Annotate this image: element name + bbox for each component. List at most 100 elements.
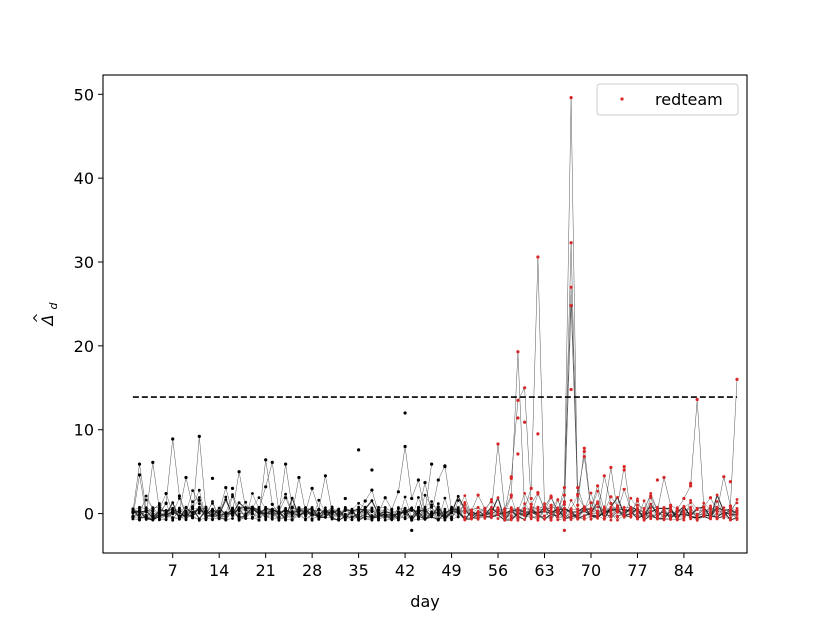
baseline-point (649, 515, 653, 519)
baseline-point (549, 512, 553, 516)
spike-point (576, 492, 580, 496)
outlier-point (403, 411, 407, 415)
baseline-point (509, 518, 513, 521)
baseline-point (363, 511, 367, 515)
baseline-point (377, 505, 380, 509)
baseline-point (264, 515, 268, 519)
baseline-point (702, 501, 706, 505)
y-tick-label: 50 (74, 85, 94, 104)
baseline-point (324, 512, 327, 516)
baseline-point (589, 515, 593, 518)
baseline-point (689, 512, 692, 516)
baseline-point (470, 515, 473, 519)
baseline-point (609, 508, 613, 511)
baseline-point (277, 505, 281, 509)
baseline-point (636, 509, 639, 513)
baseline-point (456, 506, 460, 509)
baseline-point (549, 517, 553, 521)
x-tick-label: 70 (581, 561, 601, 580)
spike-points (131, 96, 739, 533)
spike-point (376, 511, 381, 515)
spike-point (264, 485, 268, 489)
baseline-point (197, 496, 201, 499)
baseline-point (410, 506, 414, 510)
baseline-point (350, 515, 354, 519)
baseline-point (695, 506, 699, 510)
spike-point (516, 398, 520, 402)
outlier-point (728, 480, 733, 484)
outlier-point (343, 496, 347, 501)
spike-point (151, 460, 155, 464)
baseline-point (490, 505, 493, 509)
baseline-point (310, 513, 314, 517)
baseline-point (277, 518, 281, 522)
spike-point (396, 490, 400, 494)
spike-point (635, 499, 640, 503)
x-tick-label: 14 (209, 561, 229, 580)
baseline-point (682, 506, 686, 510)
baseline-point (197, 517, 201, 521)
spike-point (695, 397, 699, 402)
baseline-point (483, 515, 487, 519)
spike-point (250, 511, 254, 516)
baseline-point (337, 507, 341, 511)
spike-point (303, 510, 308, 514)
baseline-point (184, 518, 188, 522)
baseline-point (197, 507, 201, 511)
spike-point (257, 515, 261, 519)
baseline-point (735, 516, 739, 520)
baseline-point (270, 513, 274, 516)
baseline-point (138, 517, 141, 521)
spike-point (410, 496, 414, 501)
baseline-point (689, 505, 692, 509)
legend: redteam (596, 83, 739, 116)
spike-point (230, 511, 235, 515)
baseline-point (509, 515, 513, 518)
baseline-point (297, 511, 301, 514)
baseline-point (151, 512, 155, 515)
x-tick-label: 56 (488, 561, 508, 580)
baseline-point (224, 516, 228, 520)
spike-point (330, 510, 334, 514)
spike-trace-11 (564, 305, 638, 514)
spike-point (582, 455, 586, 459)
spike-point (323, 474, 327, 478)
y-tick-label: 0 (84, 505, 94, 524)
spike-trace-7 (491, 256, 565, 512)
baseline-point (496, 496, 500, 499)
baseline-point (144, 498, 148, 502)
y-axis-label-base: Δ (38, 315, 57, 328)
baseline-point (735, 501, 739, 505)
baseline-point (383, 508, 387, 512)
spike-point (689, 484, 693, 488)
baseline-point (549, 510, 553, 513)
spike-point (191, 505, 195, 509)
baseline-point (324, 506, 327, 510)
spike-point (171, 511, 175, 515)
spike-point (576, 503, 580, 507)
x-tick-label: 28 (302, 561, 322, 580)
spike-point (536, 255, 540, 259)
baseline-point (656, 512, 659, 515)
spike-point (264, 458, 268, 462)
spike-point (615, 509, 620, 513)
outlier-point (210, 476, 215, 480)
baseline-point (536, 518, 540, 522)
spike-point (171, 437, 175, 441)
baseline-point (357, 513, 360, 517)
baseline-point (702, 514, 706, 517)
baseline-point (138, 511, 141, 515)
baseline-point (264, 517, 268, 521)
baseline-point (403, 512, 407, 516)
baseline-point (496, 513, 500, 516)
baseline-point (436, 505, 440, 509)
trace-lines (132, 97, 738, 522)
baseline-point (158, 502, 161, 505)
baseline-point (330, 507, 334, 510)
baseline-point (138, 509, 141, 512)
y-axis-label: Δ d ^ (32, 301, 60, 327)
spike-point (622, 465, 626, 469)
baseline-point (377, 518, 380, 522)
spike-point (596, 484, 600, 488)
spike-point (297, 475, 301, 480)
